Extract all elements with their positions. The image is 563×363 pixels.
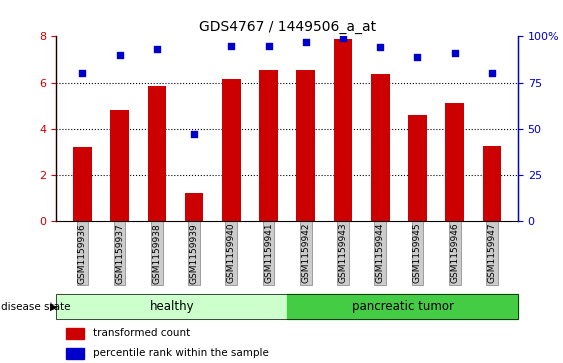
Bar: [73, 147, 92, 221]
Bar: [371, 74, 390, 221]
Bar: [259, 70, 278, 221]
Bar: [297, 70, 315, 221]
Bar: [408, 115, 427, 221]
Point: [227, 43, 236, 49]
Point: [450, 50, 459, 56]
Text: transformed count: transformed count: [93, 329, 190, 338]
Point: [115, 52, 124, 58]
Bar: [185, 192, 203, 221]
Point: [301, 39, 310, 45]
Bar: [56, 294, 287, 319]
Title: GDS4767 / 1449506_a_at: GDS4767 / 1449506_a_at: [199, 20, 376, 34]
Text: ▶: ▶: [50, 302, 57, 312]
Text: percentile rank within the sample: percentile rank within the sample: [93, 348, 269, 358]
Bar: [287, 294, 518, 319]
Bar: [445, 103, 464, 221]
Bar: [65, 348, 84, 359]
Point: [190, 131, 199, 137]
Point: [488, 70, 497, 76]
Point: [338, 35, 347, 41]
Bar: [65, 328, 84, 339]
Point: [264, 43, 273, 49]
Text: pancreatic tumor: pancreatic tumor: [351, 300, 454, 313]
Bar: [482, 146, 501, 221]
Text: healthy: healthy: [149, 300, 194, 313]
Text: disease state: disease state: [1, 302, 70, 312]
Bar: [148, 86, 166, 221]
Point: [78, 70, 87, 76]
Point: [376, 45, 385, 50]
Point: [153, 46, 162, 52]
Point: [413, 54, 422, 60]
Bar: [334, 38, 352, 221]
Bar: [110, 110, 129, 221]
Bar: [222, 79, 240, 221]
